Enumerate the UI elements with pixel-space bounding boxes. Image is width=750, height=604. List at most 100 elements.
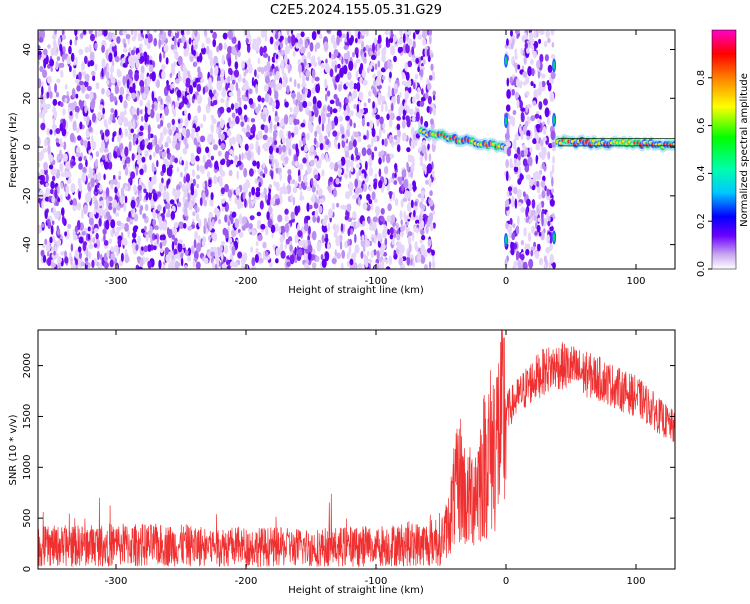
spectrogram-cell (380, 207, 385, 215)
spectrogram-cell (147, 131, 151, 141)
spectrogram-cell (398, 257, 403, 266)
spectrogram-cell (92, 74, 96, 82)
spectrogram-cell (161, 151, 165, 161)
spectrogram-cell (148, 64, 154, 73)
spectrogram-cell (288, 116, 293, 126)
spectrogram-cell (42, 102, 47, 112)
spectrogram-cell (140, 55, 145, 63)
spectrogram-cell (201, 42, 205, 49)
spectrogram-cell (295, 143, 299, 153)
spectrogram-cell (256, 211, 262, 217)
spectrogram-cell (213, 176, 218, 185)
spectrogram-cell (70, 263, 75, 269)
spectrogram-cell (266, 199, 271, 206)
spectrogram-cell (45, 103, 51, 110)
spectrogram-cell (257, 57, 261, 65)
spectrogram-cell (407, 231, 413, 237)
spectrogram-cell (174, 78, 180, 84)
spectrogram-cell (185, 173, 191, 183)
spectrogram-cell (154, 225, 159, 231)
spectrogram-cell (515, 135, 520, 141)
spectrogram-cell (78, 190, 81, 200)
spectrogram-cell (370, 54, 376, 60)
spectrogram-cell (193, 250, 199, 261)
spectrogram-cell (250, 126, 254, 134)
spectrogram-cell (334, 249, 338, 257)
spectrogram-cell (229, 122, 234, 129)
spectrogram-cell (527, 103, 532, 109)
spectrogram-cell (185, 77, 191, 85)
spectrogram-cell (399, 91, 402, 99)
spectrogram-cell (307, 51, 312, 60)
spectrogram-cell (352, 51, 355, 58)
spectrogram-cell (191, 169, 196, 178)
spectrogram-cell (47, 257, 52, 267)
spectrogram-cell (70, 183, 76, 193)
spectrogram-cell (301, 81, 307, 90)
spectrogram-cell (396, 229, 400, 235)
spectrogram-cell (235, 115, 240, 125)
spectrogram-cell (406, 161, 409, 169)
spectrogram-cell (274, 115, 280, 123)
spectrogram-cell (184, 185, 187, 196)
spectrogram-cell (275, 40, 280, 46)
spectrogram-cell (209, 224, 212, 231)
spectrogram-cell (405, 71, 410, 81)
spectrogram-cell (127, 95, 131, 102)
spectrogram-cell (355, 70, 359, 81)
spectrogram-cell (65, 161, 70, 170)
spectrogram-cell (418, 146, 422, 152)
spectrogram-cell (140, 65, 145, 74)
spectrogram-cell (105, 187, 110, 197)
spectrogram-cell (113, 174, 116, 181)
spectrogram-cell (214, 160, 219, 170)
spectrogram-cell (199, 197, 203, 207)
spectrogram-cell (396, 144, 401, 153)
spectrogram-cell (331, 202, 336, 211)
spectrogram-cell (103, 261, 109, 269)
spectrogram-cell (381, 53, 386, 63)
spectrogram-cell (146, 30, 150, 36)
spectrogram-cell (74, 78, 80, 84)
spectrogram-cell (224, 183, 229, 193)
spectrogram-cell (147, 179, 151, 189)
spectrogram-cell (78, 236, 84, 244)
spectrogram-cell (262, 113, 267, 123)
spectrogram-cell (248, 57, 251, 66)
spectrogram-cell (378, 127, 382, 138)
spectrogram-cell (421, 88, 424, 95)
spectrogram-cell (114, 56, 120, 63)
spectrogram-cell (272, 104, 275, 113)
spectrogram-cell (90, 70, 96, 76)
spectrogram-cell (516, 34, 519, 39)
spectrogram-cell (159, 150, 163, 157)
spectrogram-cell (120, 252, 124, 262)
spectrogram-cell (159, 101, 165, 111)
spectrogram-cell (361, 70, 367, 78)
spectrogram-cell (350, 135, 354, 143)
spectrogram-cell (231, 46, 237, 56)
spectrogram-cell (413, 225, 417, 233)
spectrogram-cell (159, 131, 164, 142)
spectrogram-cell (42, 69, 48, 78)
spectrogram-cell (355, 52, 359, 59)
spectrogram-cell (358, 91, 364, 101)
spectrogram-cell (357, 187, 363, 193)
spectrogram-cell (392, 34, 398, 43)
spectrogram-cell (318, 132, 323, 143)
spectrogram-cell (356, 103, 360, 113)
spectrogram-cell (128, 141, 132, 152)
spectrogram-cell (523, 55, 527, 65)
spectrogram-cell (429, 30, 433, 37)
spectrogram-cell (504, 258, 508, 268)
spectrogram-cell (391, 95, 396, 106)
spectrogram-cell (414, 240, 418, 251)
spectrogram-cell (228, 67, 233, 75)
spectrogram-cell (153, 30, 158, 33)
spectrogram-cell (417, 66, 420, 73)
spectrogram-cell (552, 233, 556, 242)
spectrogram-cell (238, 202, 244, 209)
spectrogram-cell (78, 99, 83, 107)
spectrogram-cell (240, 121, 245, 127)
spectrogram-cell (110, 179, 115, 185)
